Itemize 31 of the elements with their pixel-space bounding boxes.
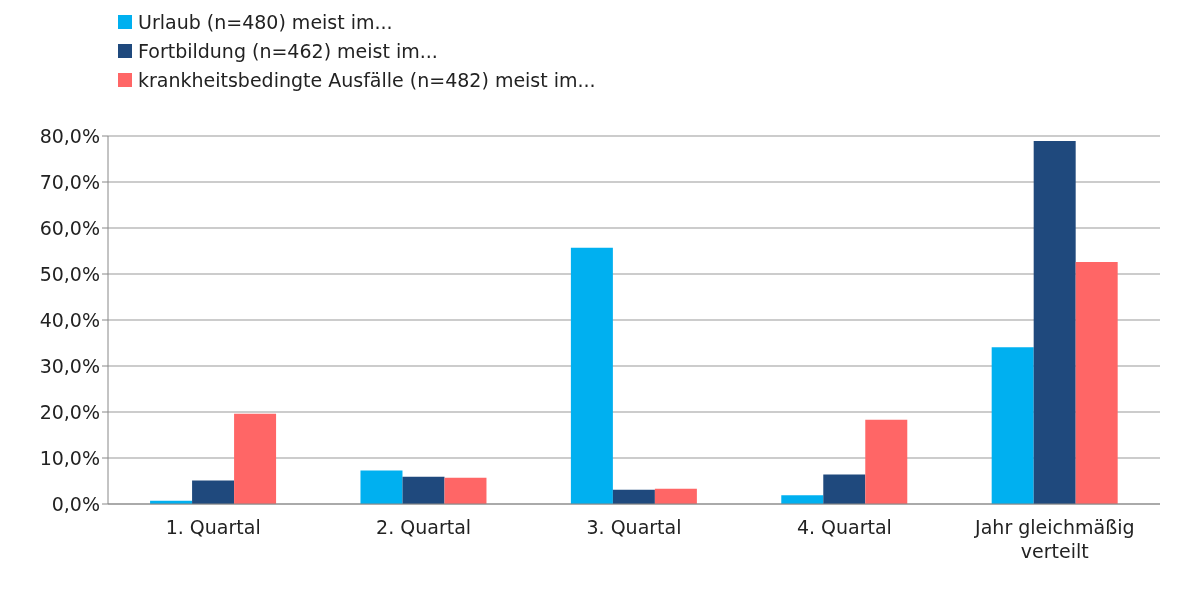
bar [192, 480, 235, 504]
bar [612, 489, 655, 504]
legend-label: Fortbildung (n=462) meist im... [137, 39, 439, 64]
y-tick-label: 50,0% [39, 262, 100, 285]
y-tick-label: 80,0% [39, 124, 100, 147]
bar [444, 477, 487, 504]
bar [654, 488, 697, 504]
legend-label: krankheitsbedingte Ausfälle (n=482) meist im... [137, 68, 597, 93]
x-tick-label: 3. Quartal [586, 516, 682, 538]
x-tick-label: 4. Quartal [796, 516, 892, 538]
x-tick-label: Jahr gleichmäßig verteilt [974, 516, 1135, 562]
bar [1033, 141, 1076, 504]
x-tick-label: 2. Quartal [376, 516, 472, 538]
y-tick-label: 20,0% [39, 400, 100, 423]
y-tick-label: 0,0% [51, 492, 100, 515]
legend-label: Urlaub (n=480) meist im... [137, 10, 394, 35]
bar [991, 347, 1034, 504]
y-tick-label: 30,0% [39, 354, 100, 377]
bar [234, 413, 277, 504]
bar [360, 470, 403, 504]
y-tick-label: 70,0% [39, 170, 100, 193]
bar [781, 495, 824, 504]
bar [865, 419, 908, 504]
y-tick-label: 10,0% [39, 446, 100, 469]
bar [402, 476, 445, 504]
bar [823, 474, 866, 504]
bar [1075, 262, 1118, 504]
bar [570, 247, 613, 504]
y-tick-label: 60,0% [39, 216, 100, 239]
y-tick-label: 40,0% [39, 308, 100, 331]
x-tick-label: 1. Quartal [165, 516, 261, 538]
